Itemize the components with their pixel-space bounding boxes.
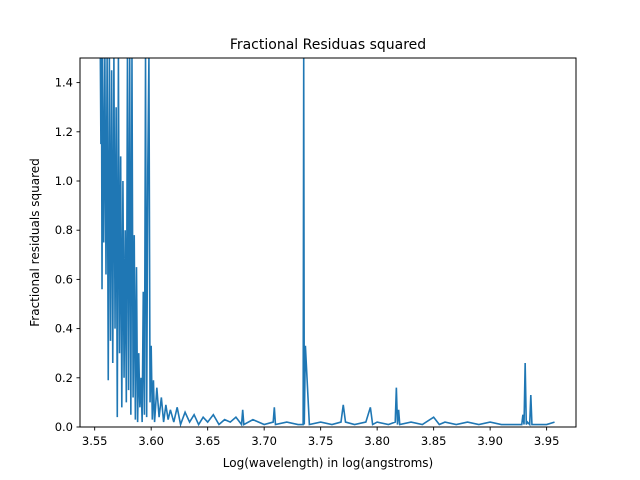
x-tick-label: 3.55 — [82, 434, 108, 448]
x-axis: 3.55 3.60 3.65 3.70 3.75 3.80 3.85 3.90 3.95 — [82, 427, 560, 448]
x-tick-label: 3.65 — [195, 434, 221, 448]
y-tick-label: 1.4 — [55, 76, 73, 90]
x-tick-label: 3.75 — [308, 434, 334, 448]
x-tick-label: 3.90 — [477, 434, 503, 448]
x-tick-label: 3.70 — [251, 434, 277, 448]
y-tick-label: 0.2 — [55, 371, 73, 385]
series-line-0 — [99, 58, 555, 427]
chart-title: Fractional Residuas squared — [230, 37, 426, 53]
y-tick-label: 1.0 — [55, 174, 73, 188]
y-tick-label: 1.2 — [55, 125, 73, 139]
plot-area — [79, 57, 577, 428]
y-axis-label: Fractional residuals squared — [28, 158, 42, 327]
y-axis: 0.0 0.2 0.4 0.6 0.8 1.0 1.2 1.4 — [55, 76, 80, 434]
x-axis-label: Log(wavelength) in log(angstroms) — [223, 456, 433, 470]
series-layer — [99, 58, 555, 427]
x-tick-label: 3.85 — [421, 434, 447, 448]
x-tick-label: 3.80 — [364, 434, 390, 448]
y-tick-label: 0.4 — [55, 322, 73, 336]
y-tick-label: 0.6 — [55, 272, 73, 286]
x-tick-label: 3.95 — [534, 434, 560, 448]
y-tick-label: 0.0 — [55, 420, 73, 434]
axes-frame — [79, 57, 577, 428]
y-tick-label: 0.8 — [55, 223, 73, 237]
x-tick-label: 3.60 — [138, 434, 164, 448]
